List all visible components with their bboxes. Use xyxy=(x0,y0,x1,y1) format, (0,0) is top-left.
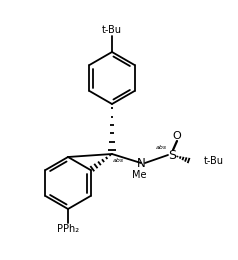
Text: Me: Me xyxy=(132,170,146,180)
Text: O: O xyxy=(173,131,181,141)
Text: abs: abs xyxy=(155,145,167,149)
Text: t-Bu: t-Bu xyxy=(204,156,224,166)
Text: S: S xyxy=(168,148,176,161)
Text: abs: abs xyxy=(112,158,124,162)
Text: N: N xyxy=(137,157,145,170)
Text: t-Bu: t-Bu xyxy=(102,25,122,35)
Text: PPh₂: PPh₂ xyxy=(57,224,79,234)
